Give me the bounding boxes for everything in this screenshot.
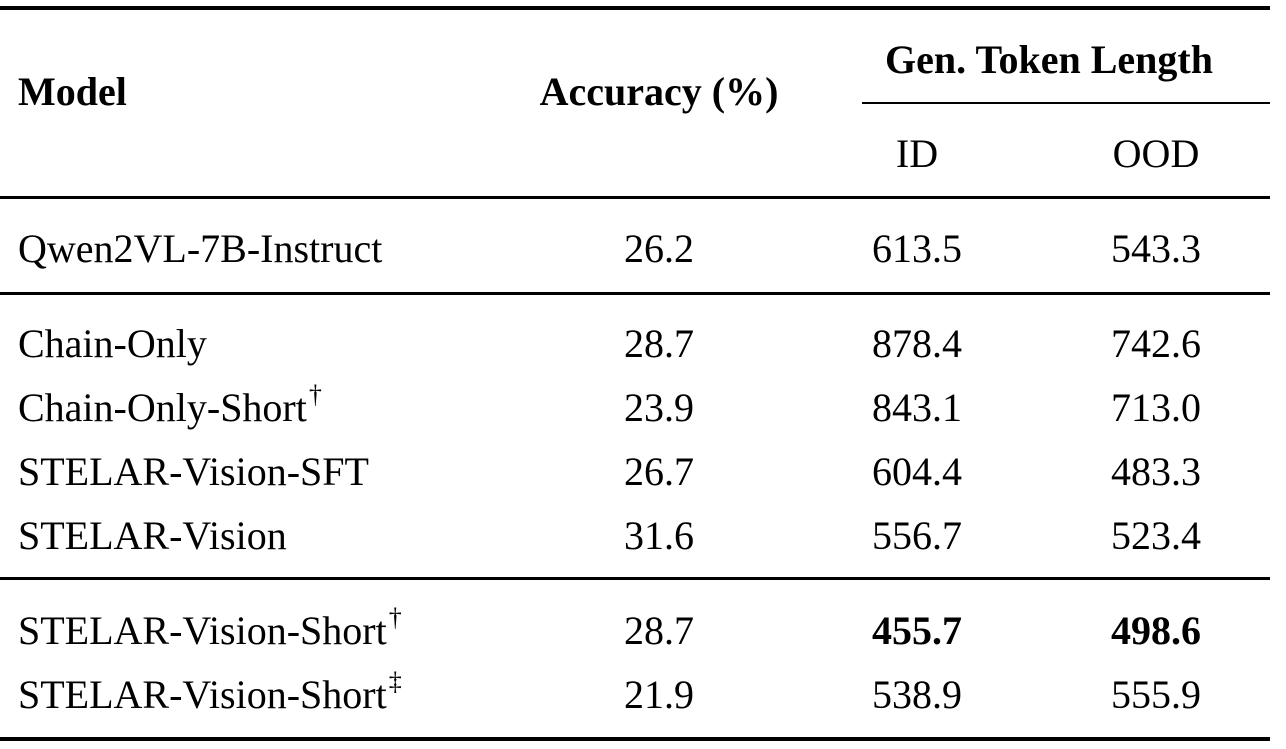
row-5-accuracy: 28.7 <box>624 608 694 653</box>
row-5-id: 455.7 <box>872 608 962 653</box>
row-1-ood: 742.6 <box>1111 321 1201 366</box>
row-3-ood: 483.3 <box>1111 449 1201 494</box>
row-6-id: 538.9 <box>872 672 962 717</box>
row-1-model: Chain-Only <box>18 321 207 366</box>
header-ood: OOD <box>1112 131 1200 176</box>
row-2-footnote-mark: † <box>308 380 322 409</box>
row-0-accuracy: 26.2 <box>624 226 694 271</box>
row-2-model: Chain-Only-Short† <box>18 380 322 430</box>
row-4-accuracy: 31.6 <box>624 513 694 558</box>
row-0-id: 613.5 <box>872 226 962 271</box>
header-gen-token-length: Gen. Token Length <box>885 37 1213 82</box>
row-1-accuracy: 28.7 <box>624 321 694 366</box>
row-4-model: STELAR-Vision <box>18 513 287 558</box>
row-3-id: 604.4 <box>872 449 962 494</box>
baseline-rule <box>0 292 1270 295</box>
row-4-id: 556.7 <box>872 513 962 558</box>
bottom-rule <box>0 737 1270 741</box>
header-id: ID <box>895 131 939 176</box>
row-0-ood: 543.3 <box>1111 226 1201 271</box>
row-6-accuracy: 21.9 <box>624 672 694 717</box>
header-accuracy: Accuracy (%) <box>539 69 779 114</box>
group-cmidrule <box>862 102 1270 104</box>
row-4-ood: 523.4 <box>1111 513 1201 558</box>
row-0-model: Qwen2VL-7B-Instruct <box>18 226 383 271</box>
row-1-id: 878.4 <box>872 321 962 366</box>
row-2-ood: 713.0 <box>1111 385 1201 430</box>
row-5-model: STELAR-Vision-Short† <box>18 603 402 653</box>
row-3-model: STELAR-Vision-SFT <box>18 449 369 494</box>
row-6-footnote-mark: ‡ <box>388 667 402 696</box>
row-5-footnote-mark: † <box>388 603 402 632</box>
row-2-id: 843.1 <box>872 385 962 430</box>
row-6-ood: 555.9 <box>1111 672 1201 717</box>
row-6-model: STELAR-Vision-Short‡ <box>18 667 402 717</box>
row-3-accuracy: 26.7 <box>624 449 694 494</box>
row-2-accuracy: 23.9 <box>624 385 694 430</box>
header-rule <box>0 196 1270 199</box>
header-model: Model <box>18 69 127 114</box>
top-rule <box>0 6 1270 10</box>
row-5-ood: 498.6 <box>1111 608 1201 653</box>
group-rule <box>0 577 1270 580</box>
